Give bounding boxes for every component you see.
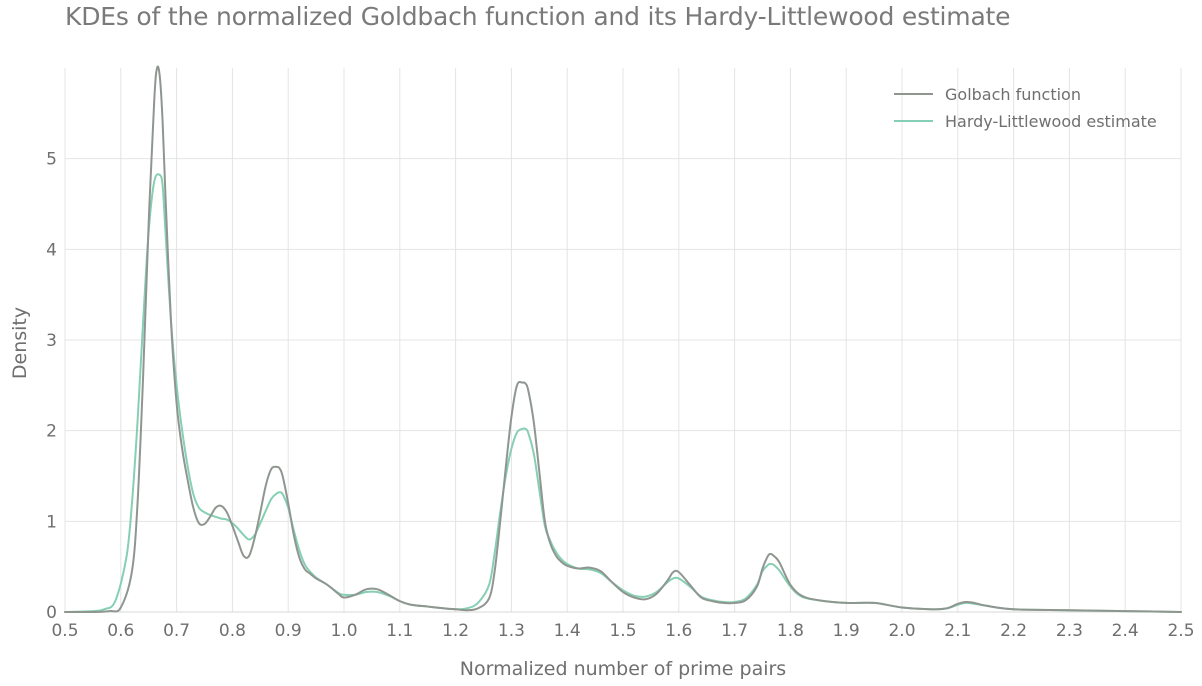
y-tick-label: 0 bbox=[46, 603, 57, 623]
x-tick-label: 2.3 bbox=[1056, 621, 1083, 641]
x-tick-label: 1.9 bbox=[833, 621, 860, 641]
x-tick-label: 0.5 bbox=[51, 621, 78, 641]
x-tick-label: 1.2 bbox=[442, 621, 469, 641]
chart-title: KDEs of the normalized Goldbach function… bbox=[65, 2, 1011, 31]
x-tick-label: 2.5 bbox=[1167, 621, 1194, 641]
golbach-function-line bbox=[64, 65, 1182, 614]
x-tick-label: 1.0 bbox=[330, 621, 357, 641]
x-tick-label: 0.8 bbox=[219, 621, 246, 641]
legend-label: Golbach function bbox=[945, 85, 1081, 104]
y-tick-label: 4 bbox=[46, 240, 57, 260]
y-tick-label: 5 bbox=[46, 150, 57, 170]
x-tick-label: 1.5 bbox=[609, 621, 636, 641]
legend-item-hardy-littlewood[interactable]: Hardy-Littlewood estimate bbox=[894, 112, 1157, 131]
y-tick-label: 1 bbox=[46, 512, 57, 532]
x-tick-label: 1.7 bbox=[721, 621, 748, 641]
hardy-littlewood-line bbox=[64, 173, 1182, 613]
x-tick-label: 1.3 bbox=[498, 621, 525, 641]
series-lines bbox=[64, 65, 1182, 614]
x-tick-label: 0.7 bbox=[163, 621, 190, 641]
legend[interactable]: Golbach function Hardy-Littlewood estimat… bbox=[894, 85, 1157, 131]
x-tick-label: 1.6 bbox=[665, 621, 692, 641]
y-axis-title: Density bbox=[9, 307, 31, 379]
y-tick-label: 3 bbox=[46, 331, 57, 351]
grid bbox=[64, 68, 1182, 613]
x-tick-label: 2.4 bbox=[1112, 621, 1139, 641]
x-tick-label: 1.8 bbox=[777, 621, 804, 641]
x-axis-ticks: 0.5 0.6 0.7 0.8 0.9 1.0 1.1 1.2 1.3 1.4 1.5 1.6 1.7 1… bbox=[51, 621, 1194, 641]
y-axis-ticks: 0 1 2 3 4 5 bbox=[46, 150, 57, 623]
y-tick-label: 2 bbox=[46, 422, 57, 442]
x-tick-label: 2.2 bbox=[1000, 621, 1027, 641]
x-tick-label: 1.1 bbox=[386, 621, 413, 641]
x-tick-label: 2.1 bbox=[944, 621, 971, 641]
x-axis-title: Normalized number of prime pairs bbox=[460, 658, 786, 680]
x-tick-label: 0.6 bbox=[107, 621, 134, 641]
legend-item-golbach[interactable]: Golbach function bbox=[894, 85, 1081, 104]
x-tick-label: 2.0 bbox=[888, 621, 915, 641]
x-tick-label: 1.4 bbox=[554, 621, 581, 641]
x-tick-label: 0.9 bbox=[275, 621, 302, 641]
legend-label: Hardy-Littlewood estimate bbox=[945, 112, 1157, 131]
